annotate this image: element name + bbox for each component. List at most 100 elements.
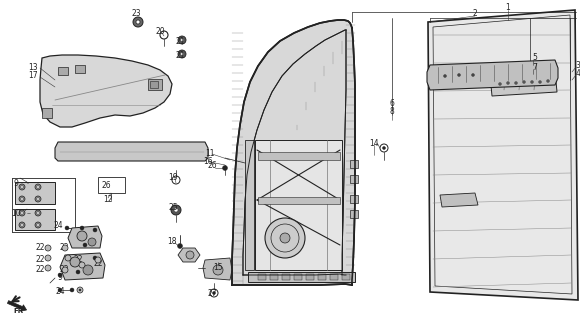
- Circle shape: [21, 186, 23, 188]
- Text: 10: 10: [11, 209, 21, 218]
- Circle shape: [62, 267, 68, 273]
- Circle shape: [21, 224, 23, 226]
- Polygon shape: [350, 160, 358, 168]
- Circle shape: [21, 212, 23, 214]
- Circle shape: [81, 264, 83, 266]
- Text: 27: 27: [207, 289, 217, 298]
- Text: 22: 22: [35, 266, 45, 275]
- Polygon shape: [15, 182, 55, 204]
- Circle shape: [95, 257, 101, 263]
- Circle shape: [70, 257, 80, 267]
- Polygon shape: [318, 274, 326, 280]
- Circle shape: [77, 287, 83, 293]
- Text: 9: 9: [57, 274, 63, 283]
- Polygon shape: [245, 140, 254, 270]
- Text: 21: 21: [175, 51, 185, 60]
- Text: 5: 5: [532, 53, 538, 62]
- Text: 12: 12: [103, 196, 113, 204]
- Circle shape: [171, 205, 181, 215]
- Text: 21: 21: [175, 37, 185, 46]
- Polygon shape: [282, 274, 290, 280]
- Polygon shape: [40, 55, 172, 127]
- Text: 24: 24: [55, 286, 65, 295]
- Text: 23: 23: [131, 9, 141, 18]
- Circle shape: [136, 20, 140, 24]
- Circle shape: [19, 210, 25, 216]
- Polygon shape: [55, 142, 208, 161]
- Circle shape: [223, 165, 227, 171]
- Circle shape: [212, 292, 216, 294]
- Circle shape: [37, 198, 39, 200]
- Circle shape: [79, 289, 81, 291]
- Circle shape: [186, 251, 194, 259]
- Text: 22: 22: [35, 255, 45, 265]
- Circle shape: [97, 259, 99, 261]
- Polygon shape: [75, 65, 85, 73]
- Circle shape: [37, 224, 39, 226]
- Text: 2: 2: [473, 10, 477, 19]
- Polygon shape: [42, 108, 52, 118]
- Circle shape: [45, 255, 51, 261]
- Polygon shape: [306, 274, 314, 280]
- Circle shape: [213, 265, 223, 275]
- Polygon shape: [350, 210, 358, 218]
- Circle shape: [538, 81, 542, 84]
- Circle shape: [47, 267, 49, 269]
- Polygon shape: [58, 67, 68, 75]
- Circle shape: [382, 147, 386, 149]
- Circle shape: [83, 243, 87, 247]
- Circle shape: [80, 226, 84, 230]
- Circle shape: [19, 184, 25, 190]
- Circle shape: [21, 198, 23, 200]
- Circle shape: [265, 218, 305, 258]
- Polygon shape: [350, 195, 358, 203]
- Polygon shape: [148, 79, 162, 90]
- Text: 19: 19: [168, 172, 178, 181]
- Text: 24: 24: [53, 221, 63, 230]
- Circle shape: [180, 52, 183, 55]
- Circle shape: [93, 256, 97, 260]
- Circle shape: [45, 245, 51, 251]
- Text: 18: 18: [167, 237, 177, 246]
- Circle shape: [444, 75, 447, 77]
- Circle shape: [79, 262, 85, 268]
- Circle shape: [531, 81, 534, 84]
- Circle shape: [174, 208, 178, 212]
- Polygon shape: [248, 272, 355, 282]
- Text: 6: 6: [390, 99, 394, 108]
- Text: 22: 22: [35, 244, 45, 252]
- Polygon shape: [294, 274, 302, 280]
- Polygon shape: [15, 209, 55, 230]
- Circle shape: [47, 257, 49, 259]
- Circle shape: [19, 196, 25, 202]
- Text: 11: 11: [205, 148, 215, 157]
- Polygon shape: [258, 274, 266, 280]
- Text: 15: 15: [213, 263, 223, 273]
- Circle shape: [65, 226, 69, 230]
- Text: 8: 8: [390, 108, 394, 116]
- Polygon shape: [60, 253, 105, 280]
- Text: FR: FR: [13, 308, 23, 314]
- Text: 9: 9: [13, 179, 19, 188]
- Text: 22: 22: [93, 259, 103, 268]
- Circle shape: [64, 269, 66, 271]
- Text: 26: 26: [101, 180, 111, 189]
- Polygon shape: [68, 226, 102, 248]
- Circle shape: [83, 265, 93, 275]
- Circle shape: [133, 17, 143, 27]
- Text: 17: 17: [28, 71, 38, 81]
- Circle shape: [506, 82, 509, 84]
- Circle shape: [546, 79, 549, 83]
- Polygon shape: [440, 193, 478, 207]
- Polygon shape: [342, 274, 350, 280]
- Polygon shape: [490, 71, 557, 96]
- Polygon shape: [232, 20, 355, 285]
- Text: 20: 20: [155, 28, 165, 36]
- Polygon shape: [203, 258, 232, 280]
- Circle shape: [62, 245, 68, 251]
- Polygon shape: [258, 152, 340, 160]
- Circle shape: [45, 265, 51, 271]
- Polygon shape: [150, 81, 158, 88]
- Circle shape: [58, 273, 62, 277]
- Polygon shape: [350, 175, 358, 183]
